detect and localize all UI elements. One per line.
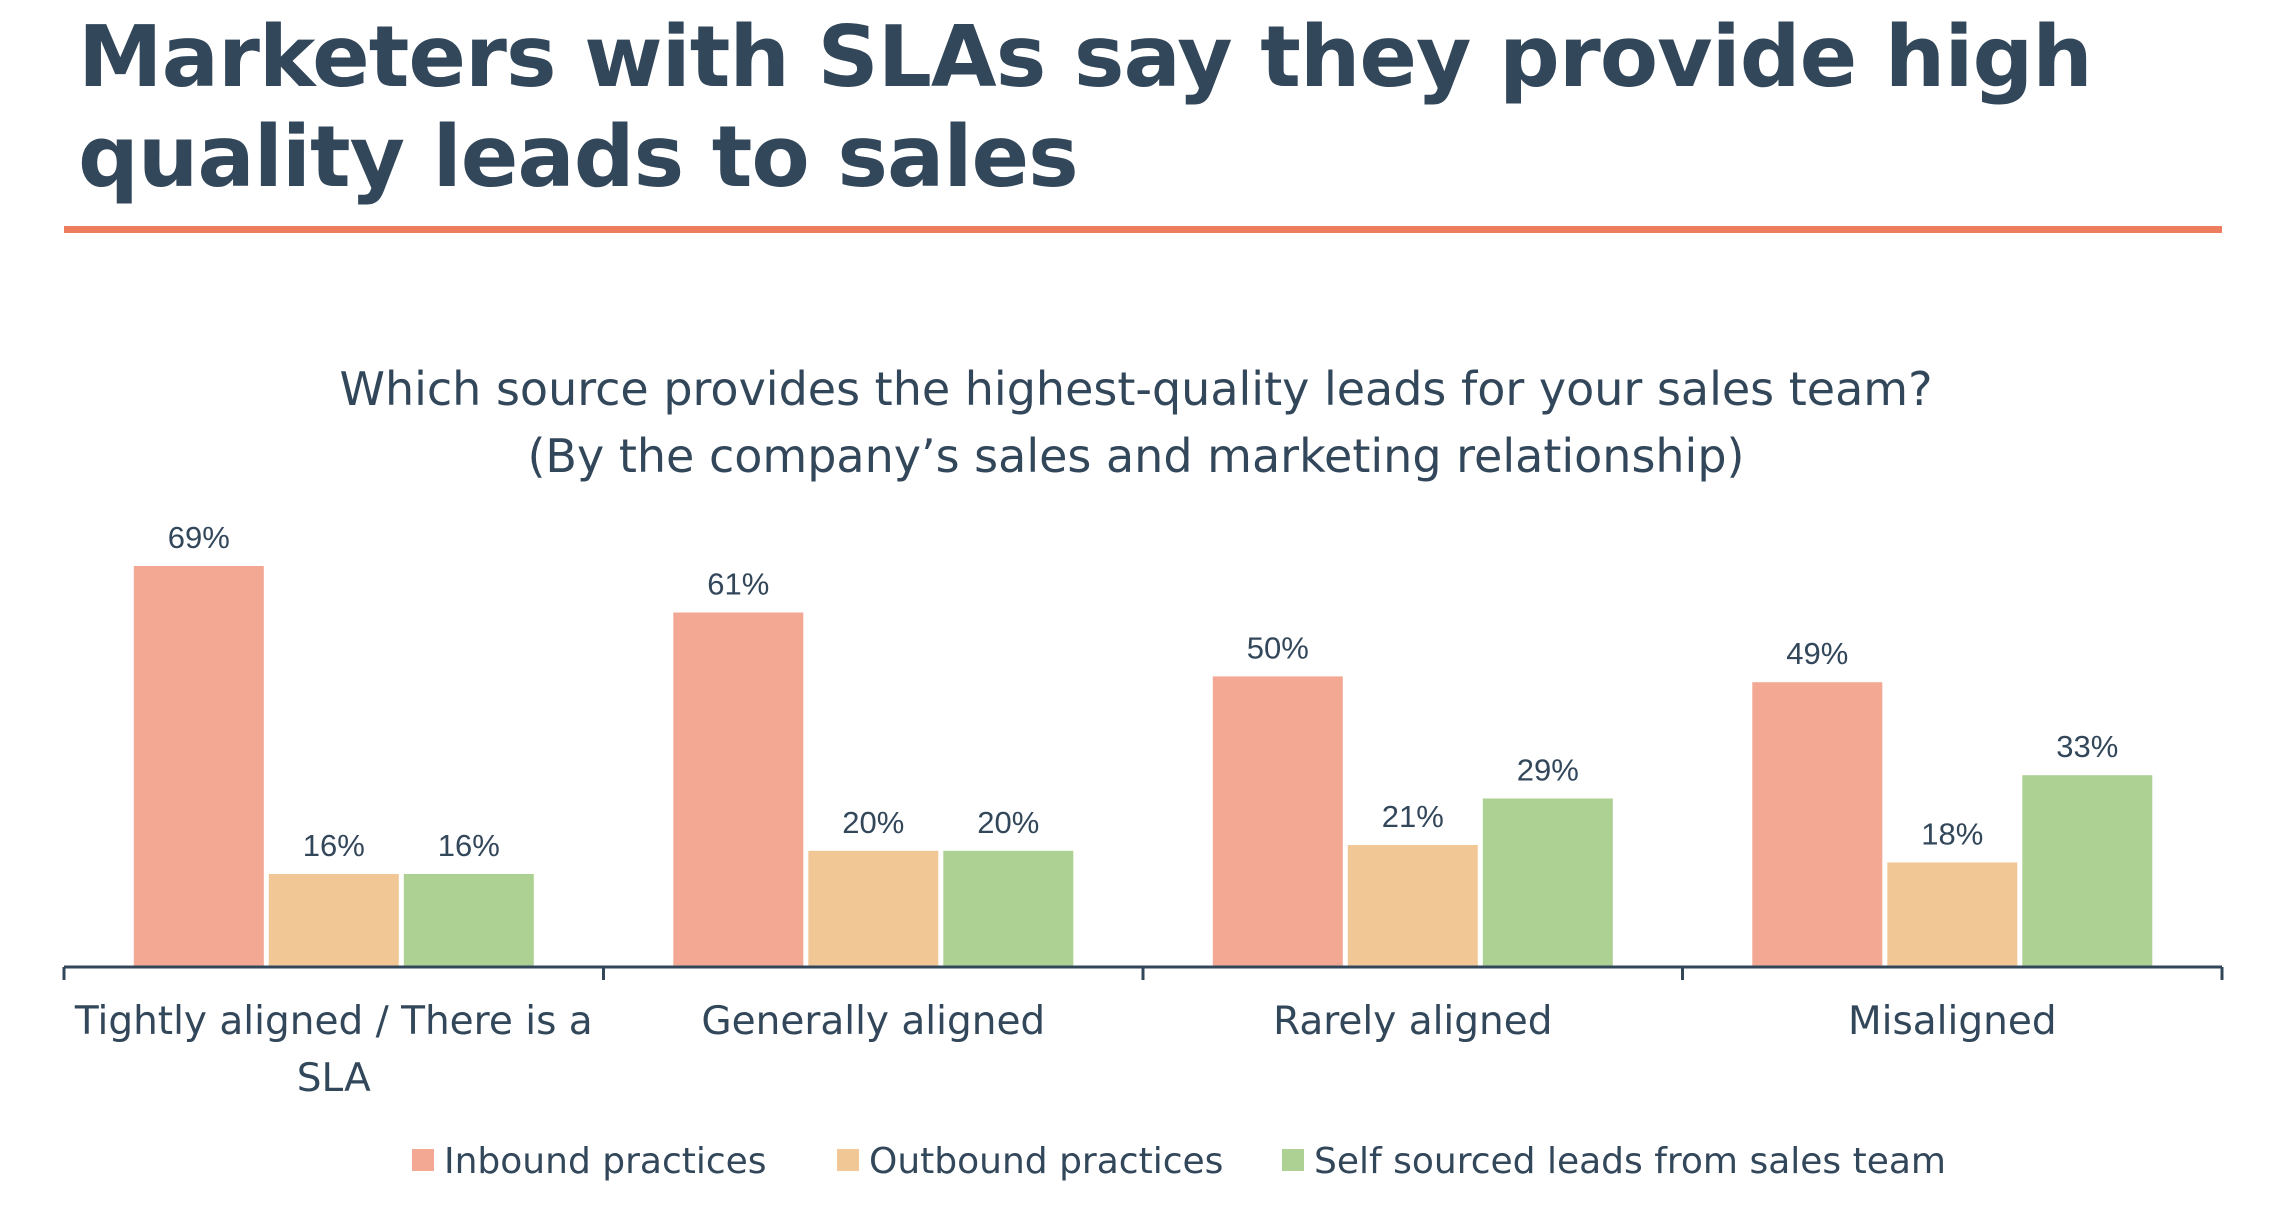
bar (1347, 845, 1478, 967)
bars-layer: 69% 16% 16% 61% 20% 20% 50% 21% 29% 49% 18% 33% (133, 520, 2153, 967)
legend-label: Outbound practices (869, 1141, 1223, 1182)
legend: Inbound practices Outbound practices Self … (412, 1141, 1946, 1182)
bar (943, 850, 1074, 967)
bar (1887, 862, 2018, 967)
data-label: 16% (438, 828, 500, 863)
bar (808, 850, 939, 967)
category-label: Generally aligned (701, 999, 1045, 1044)
x-axis: Tightly aligned / There is a SLA Generally… (62, 965, 2224, 1101)
data-label: 18% (1921, 816, 1983, 851)
bar (1752, 682, 1883, 967)
data-label: 50% (1247, 630, 1309, 665)
category-label: SLA (297, 1056, 371, 1101)
legend-swatch (837, 1149, 859, 1171)
data-label: 21% (1382, 799, 1444, 834)
legend-label: Self sourced leads from sales team (1314, 1141, 1946, 1182)
bar (403, 874, 534, 967)
headline-divider (64, 226, 2222, 233)
bar (673, 612, 804, 967)
data-label: 20% (842, 805, 904, 840)
category-label: Rarely aligned (1273, 999, 1552, 1044)
chart-subtitle: (By the company’s sales and marketing re… (527, 429, 1744, 483)
page-headline: Marketers with SLAs say they provide hig… (78, 8, 2093, 207)
data-label: 29% (1517, 753, 1579, 788)
data-label: 20% (977, 805, 1039, 840)
bar (2022, 775, 2153, 967)
bar (1482, 798, 1613, 967)
bar (268, 874, 399, 967)
data-label: 33% (2056, 729, 2118, 764)
data-label: 61% (707, 567, 769, 602)
legend-swatch (1282, 1149, 1304, 1171)
chart-title: Which source provides the highest-qualit… (339, 362, 1932, 416)
data-label: 49% (1786, 636, 1848, 671)
category-label: Tightly aligned / There is a (74, 999, 593, 1044)
bar (1212, 676, 1343, 967)
data-label: 69% (168, 520, 230, 555)
data-label: 16% (303, 828, 365, 863)
category-label: Misaligned (1848, 999, 2057, 1044)
bar (133, 566, 264, 967)
legend-label: Inbound practices (444, 1141, 767, 1182)
legend-swatch (412, 1149, 434, 1171)
